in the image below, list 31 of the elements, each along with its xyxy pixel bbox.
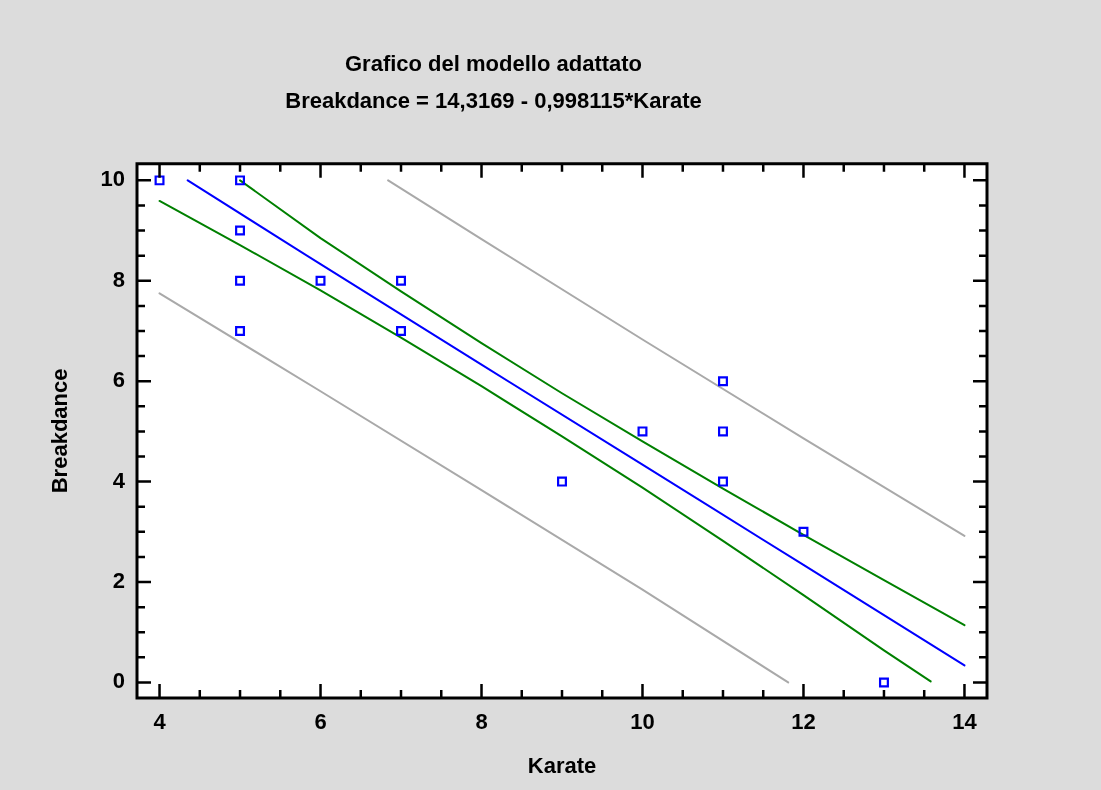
point (718, 476, 728, 487)
x-tick-label: 14 (952, 709, 978, 735)
point (396, 326, 406, 336)
x-axis-title: Karate (527, 752, 597, 778)
point (637, 426, 648, 437)
y-tick-label: 10 (100, 166, 125, 192)
point (557, 476, 567, 487)
point (235, 326, 246, 336)
point (235, 275, 246, 286)
point (718, 376, 728, 387)
point (798, 526, 809, 537)
x-tick-label: 12 (791, 709, 816, 735)
chart-title: Grafico del modello adattato (344, 51, 643, 77)
point (878, 677, 889, 688)
point (154, 175, 165, 186)
y-tick-label: 2 (112, 568, 125, 594)
point (718, 426, 728, 437)
y-tick-label: 8 (112, 266, 125, 292)
y-tick-label: 6 (112, 367, 125, 393)
x-tick-label: 8 (475, 709, 488, 735)
y-tick-label: 4 (112, 467, 126, 493)
x-tick-label: 10 (630, 709, 655, 735)
point (396, 275, 406, 286)
x-tick-label: 4 (153, 709, 167, 735)
point (235, 225, 246, 236)
x-tick-label: 6 (314, 709, 327, 735)
y-tick-label: 0 (112, 668, 125, 694)
y-axis-title: Breakdance (47, 368, 73, 494)
point (315, 275, 326, 286)
point (235, 175, 246, 186)
chart-subtitle: Breakdance = 14,3169 - 0,998115*Karate (285, 87, 702, 113)
